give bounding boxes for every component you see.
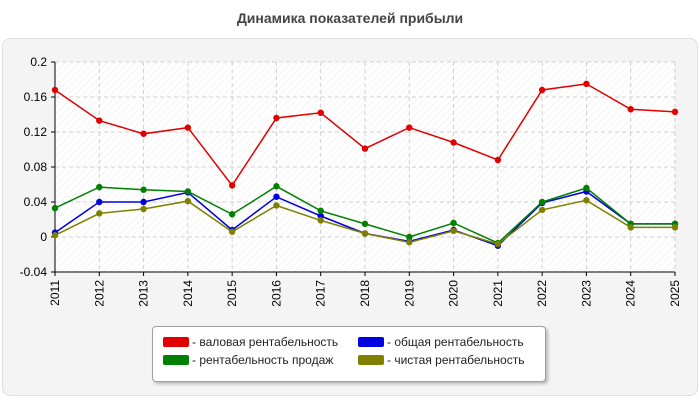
y-tick-label: 0.08: [24, 160, 48, 174]
data-point: [317, 207, 324, 214]
tick-labels: -0.04 0 0.04 0.08 0.12 0.16 0.2 2011 2012 2013 201…: [20, 55, 682, 307]
x-tick-label: 2022: [535, 280, 549, 307]
data-point: [96, 183, 103, 191]
data-point: [273, 202, 280, 209]
data-point: [627, 224, 634, 231]
data-point: [228, 211, 236, 218]
legend-swatch-total: [358, 337, 384, 347]
data-point: [317, 212, 324, 220]
x-tick-label: 2011: [48, 280, 62, 306]
x-tick-label: 2013: [137, 280, 151, 307]
series-4: [51, 197, 679, 248]
data-point: [494, 240, 502, 248]
data-point: [184, 188, 192, 195]
x-tick-label: 2015: [225, 280, 239, 307]
x-tick-label: 2021: [491, 280, 505, 307]
data-point: [671, 108, 679, 116]
legend-label-net: - чистая рентабельность: [387, 353, 525, 367]
data-point: [406, 233, 413, 241]
data-point: [273, 193, 280, 200]
data-point: [538, 86, 546, 94]
data-point: [96, 117, 103, 124]
data-point: [96, 198, 103, 206]
data-point: [538, 206, 546, 214]
legend-label-sales: - рентабельность продаж: [192, 353, 334, 367]
grid: [54, 61, 676, 273]
x-tick-label: 2019: [402, 280, 416, 307]
legend-swatch-sales: [163, 355, 189, 365]
data-point: [184, 197, 192, 205]
data-point: [583, 197, 590, 204]
x-tick-label: 2012: [92, 280, 106, 307]
legend-label-total: - общая рентабельность: [387, 335, 524, 349]
chart-title: Динамика показателей прибыли: [236, 10, 464, 26]
y-tick-label: -0.04: [20, 265, 48, 279]
data-point: [583, 184, 590, 192]
data-point: [317, 109, 324, 116]
y-tick-label: 0.16: [24, 90, 48, 104]
legend-swatch-net: [358, 355, 384, 365]
y-tick-label: 0.04: [24, 195, 48, 209]
x-tick-label: 2018: [358, 280, 372, 307]
legend-item-sales: - рентабельность продаж: [163, 353, 333, 367]
data-point: [140, 186, 147, 193]
data-point: [671, 224, 679, 231]
data-point: [51, 86, 59, 94]
legend-item-gross: - валовая рентабельность: [163, 335, 338, 349]
data-point: [317, 217, 324, 224]
x-tick-label: 2014: [181, 280, 195, 307]
x-tick-label: 2017: [314, 280, 328, 307]
data-point: [361, 230, 369, 237]
x-tick-label: 2024: [624, 280, 638, 307]
series-1: [51, 80, 679, 189]
data-point: [273, 114, 280, 122]
data-point: [51, 204, 59, 212]
data-point: [494, 156, 502, 164]
data-point: [273, 183, 280, 190]
data-point: [627, 106, 634, 113]
series-group: [51, 80, 679, 249]
data-point: [361, 145, 369, 152]
y-tick-label: 0.12: [24, 125, 48, 139]
legend-item-total: - общая рентабельность: [358, 335, 524, 349]
legend-swatch-gross: [163, 337, 189, 347]
x-tick-label: 2023: [579, 280, 593, 307]
data-point: [583, 80, 590, 88]
data-point: [96, 210, 103, 217]
x-tick-label: 2016: [269, 280, 283, 307]
data-point: [450, 227, 457, 235]
series-3: [51, 183, 679, 247]
data-point: [406, 124, 413, 131]
data-point: [228, 182, 236, 189]
legend: - валовая рентабельность - общая рентабе…: [152, 326, 546, 382]
legend-item-net: - чистая рентабельность: [358, 353, 524, 367]
legend-label-gross: - валовая рентабельность: [192, 335, 339, 349]
x-tick-label: 2025: [668, 280, 682, 307]
data-point: [228, 228, 236, 235]
data-point: [450, 219, 457, 227]
x-tick-label: 2020: [447, 280, 461, 307]
data-point: [361, 220, 369, 228]
data-point: [538, 198, 546, 206]
data-point: [140, 205, 147, 213]
data-point: [51, 232, 59, 239]
data-point: [406, 239, 413, 246]
data-point: [450, 139, 457, 146]
data-point: [184, 124, 192, 131]
data-point: [140, 130, 147, 137]
data-point: [140, 198, 147, 206]
y-tick-label: 0.2: [30, 55, 47, 69]
y-tick-label: 0: [40, 230, 47, 244]
